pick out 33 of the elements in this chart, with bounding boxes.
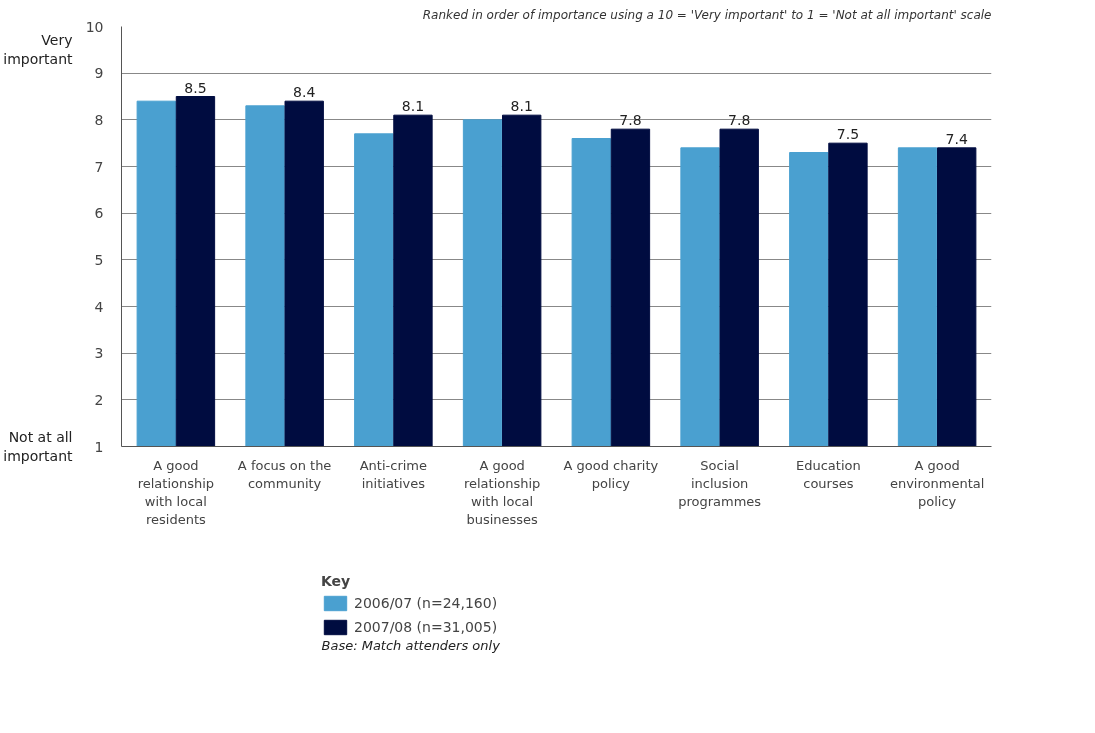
chart-title: Ranked in order of importance using a 10 = 'Very important' to 1 = 'Not at all important' scale bbox=[422, 7, 992, 22]
y-tick-label: 5 bbox=[94, 251, 104, 268]
y-tick-label: 8 bbox=[94, 111, 104, 128]
y-tick-label: 4 bbox=[94, 298, 104, 315]
x-tick-label: Anti-crime initiatives bbox=[359, 457, 428, 491]
x-tick-label: A good charity policy bbox=[563, 457, 659, 491]
text: Not at all important bbox=[3, 428, 74, 465]
legend-label: 2006/07 (n=24,160) bbox=[354, 595, 498, 611]
data-label: 7.4 bbox=[945, 130, 968, 147]
y-tick-label: 2 bbox=[94, 391, 104, 408]
x-tick-label: A focus on the community bbox=[237, 457, 332, 491]
data-label: 7.8 bbox=[728, 112, 751, 129]
legend-title: Key bbox=[321, 573, 352, 589]
text: Very important bbox=[3, 32, 74, 68]
y-tick-label: 9 bbox=[94, 65, 104, 82]
data-label: 8.5 bbox=[184, 79, 207, 96]
legend-label: 2007/08 (n=31,005) bbox=[354, 619, 498, 635]
y-tick-label: 7 bbox=[94, 158, 104, 175]
data-label: 8.1 bbox=[401, 98, 425, 115]
x-tick-label: A good relationship with local residents bbox=[137, 457, 215, 527]
y-tick-label: 3 bbox=[94, 345, 104, 362]
data-label: 7.5 bbox=[836, 126, 860, 143]
x-tick-label: Education courses bbox=[796, 457, 861, 491]
x-tick-label: A good relationship with local businesses bbox=[463, 457, 541, 527]
x-tick-label: Social inclusion programmes bbox=[678, 457, 762, 509]
y-tick-label: 10 bbox=[85, 18, 104, 35]
data-label: 7.8 bbox=[619, 112, 642, 129]
y-tick-label: 6 bbox=[94, 205, 104, 222]
data-label: 8.4 bbox=[293, 84, 316, 101]
x-tick-label: A good environmental policy bbox=[889, 457, 985, 509]
text: Base: Match attenders only bbox=[321, 637, 501, 653]
data-label: 8.1 bbox=[510, 98, 533, 115]
y-tick-label: 1 bbox=[94, 438, 104, 455]
